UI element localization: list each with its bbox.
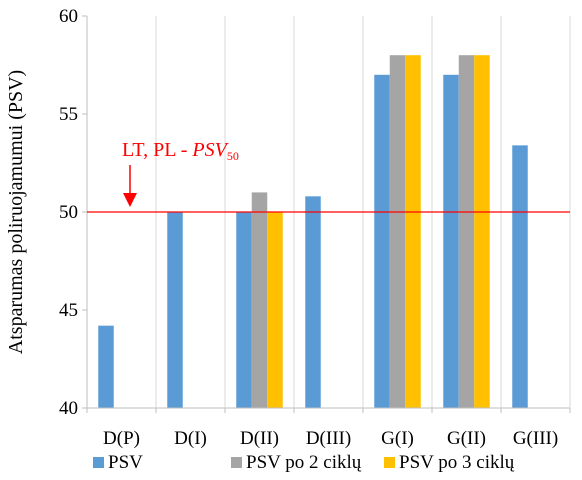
bar: [167, 212, 183, 408]
x-tick-label: G(III): [513, 428, 558, 449]
bar: [267, 212, 283, 408]
x-tick-label: D(I): [174, 428, 207, 449]
bar: [458, 55, 475, 408]
chart-legend: PSV PSV po 2 ciklų PSV po 3 ciklų: [93, 452, 515, 473]
bar: [474, 55, 490, 408]
bar: [512, 145, 528, 409]
x-tick-label: G(II): [447, 428, 486, 449]
bar: [374, 74, 390, 409]
bar: [405, 55, 421, 408]
y-tick-labels: 40 45 50 55 60: [59, 6, 78, 419]
legend-label: PSV: [108, 452, 143, 473]
bar: [98, 325, 114, 408]
bar: [443, 74, 459, 409]
y-tick-label: 55: [59, 104, 78, 125]
y-tick-label: 45: [59, 300, 78, 321]
bar: [251, 192, 268, 408]
x-tick-label: D(II): [240, 428, 279, 449]
legend-swatch: [384, 457, 395, 468]
x-tick-label: D(III): [306, 428, 351, 449]
legend-label: PSV po 3 ciklų: [399, 452, 515, 473]
reference-line-label: LT, PL - PSV50: [122, 139, 239, 163]
y-axis-title: Atsparumas poliruojamumui (PSV): [5, 70, 27, 354]
y-tick-label: 40: [59, 398, 78, 419]
bar: [305, 196, 321, 408]
x-tick-label: D(P): [103, 428, 140, 449]
chart-bars: [98, 55, 528, 409]
reference-line-group: LT, PL - PSV50: [87, 139, 570, 213]
bar: [389, 55, 406, 408]
x-tick-label: G(I): [381, 428, 414, 449]
bar: [236, 212, 252, 408]
x-tick-labels: D(P) D(I) D(II) D(III) G(I) G(II) G(III): [103, 428, 558, 449]
y-tick-label: 60: [59, 6, 78, 27]
chart-axes: [82, 15, 571, 413]
legend-swatch: [93, 457, 104, 468]
legend-label: PSV po 2 ciklų: [246, 452, 362, 473]
y-tick-label: 50: [59, 202, 78, 223]
legend-swatch: [231, 457, 242, 468]
reference-arrow-head: [123, 193, 137, 207]
